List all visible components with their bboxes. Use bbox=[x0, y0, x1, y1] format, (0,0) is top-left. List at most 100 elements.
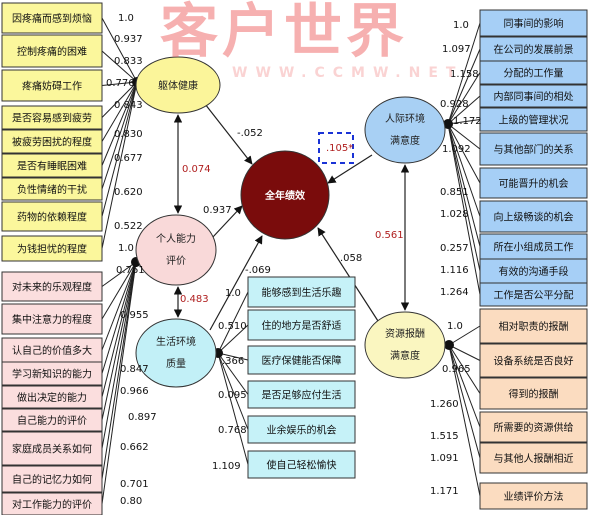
indicator-box bbox=[1, 153, 103, 178]
loading-path bbox=[447, 72, 481, 125]
loading-value: 1.0 bbox=[447, 321, 463, 332]
indicator-label: 疼痛妨碍工作 bbox=[22, 80, 82, 93]
loading-path bbox=[447, 48, 481, 125]
loading-path bbox=[101, 81, 138, 249]
indicator-label: 控制疼痛的困难 bbox=[17, 45, 87, 58]
indicator-box bbox=[1, 492, 103, 515]
loading-path bbox=[101, 261, 137, 287]
latent-label-resource: 资源报酬 bbox=[385, 327, 425, 340]
indicator-box bbox=[479, 233, 588, 260]
loading-value: 1.028 bbox=[440, 209, 469, 220]
loading-path bbox=[101, 261, 137, 374]
indicator-label: 可能晋升的机会 bbox=[499, 177, 569, 190]
indicator-label: 向上级畅谈的机会 bbox=[494, 211, 574, 224]
indicator-box bbox=[247, 380, 356, 409]
indicator-label: 分配的工作量 bbox=[504, 67, 564, 80]
indicator-label: 使自己轻松愉快 bbox=[267, 459, 337, 472]
loading-path bbox=[217, 324, 249, 354]
anchor-node bbox=[443, 119, 453, 129]
loading-path bbox=[448, 344, 481, 428]
loading-value: 1.097 bbox=[442, 44, 471, 55]
indicator-box bbox=[479, 36, 588, 62]
loading-path bbox=[447, 119, 481, 125]
indicator-label: 相对职责的报酬 bbox=[499, 320, 569, 333]
indicator-label: 所需要的资源供给 bbox=[494, 421, 574, 434]
indicator-box bbox=[479, 411, 588, 443]
loading-path bbox=[101, 261, 137, 351]
latent-label-living: 质量 bbox=[166, 358, 186, 370]
indicator-label: 医疗保健能否保障 bbox=[262, 354, 342, 367]
latent-label-resource: 满意度 bbox=[390, 349, 420, 362]
path-coefficient: 0.937 bbox=[203, 205, 232, 216]
latent-living bbox=[135, 318, 217, 388]
loading-value: 0.095 bbox=[218, 390, 247, 401]
path-coefficient: 0.561 bbox=[375, 230, 404, 241]
loading-path bbox=[101, 261, 137, 398]
loading-path bbox=[447, 123, 481, 247]
path-physical-performance bbox=[204, 103, 253, 165]
loading-path bbox=[101, 81, 138, 142]
loading-value: 0.257 bbox=[440, 243, 469, 254]
loading-value: 0.768 bbox=[218, 425, 247, 436]
loading-value: 0.830 bbox=[114, 129, 143, 140]
indicator-box bbox=[247, 450, 356, 479]
indicator-box bbox=[1, 271, 103, 302]
path-ability-performance bbox=[211, 205, 243, 239]
loading-value: .366 bbox=[222, 356, 244, 367]
indicator-box bbox=[479, 9, 588, 37]
latent-label-ability: 评价 bbox=[166, 255, 186, 267]
loading-value: 0.761 bbox=[116, 265, 145, 276]
loading-value: 0.965 bbox=[442, 364, 471, 375]
loading-value: 1.171 bbox=[430, 486, 459, 497]
loading-value: 1.092 bbox=[442, 144, 471, 155]
indicator-label: 工作是否公平分配 bbox=[494, 290, 574, 302]
indicator-box bbox=[479, 282, 588, 307]
indicator-box bbox=[1, 465, 103, 493]
loading-value: 0.701 bbox=[120, 479, 149, 490]
path-coefficient: -.069 bbox=[245, 265, 271, 276]
loading-value: 1.0 bbox=[453, 20, 469, 31]
indicator-box bbox=[479, 200, 588, 233]
latent-resource bbox=[364, 311, 446, 379]
latent-label-ability: 个人能力 bbox=[156, 232, 196, 245]
latent-interpersonal bbox=[364, 96, 446, 164]
indicator-label: 得到的报酬 bbox=[509, 388, 559, 401]
indicator-box bbox=[247, 415, 356, 444]
loading-path bbox=[448, 344, 481, 459]
indicator-label: 做出决定的能力 bbox=[17, 391, 87, 404]
indicator-label: 在公司的发展前景 bbox=[494, 43, 574, 56]
loading-path bbox=[447, 123, 481, 295]
loading-value: 1.0 bbox=[118, 13, 134, 24]
loading-value: 0.847 bbox=[120, 364, 149, 375]
indicator-box bbox=[1, 337, 103, 363]
loading-path bbox=[217, 291, 249, 354]
path-coefficient: 0.483 bbox=[180, 294, 209, 305]
loading-value: 0.620 bbox=[114, 187, 143, 198]
loading-value: 0.851 bbox=[440, 187, 469, 198]
indicator-box bbox=[479, 308, 588, 344]
loading-value: 1.515 bbox=[430, 431, 459, 442]
indicator-label: 药物的依赖程度 bbox=[17, 211, 87, 224]
indicator-box bbox=[1, 201, 103, 232]
indicator-label: 同事间的影响 bbox=[504, 17, 564, 30]
latent-label-physical: 躯体健康 bbox=[158, 79, 198, 92]
loading-path bbox=[447, 123, 481, 217]
loading-value: 1.264 bbox=[440, 287, 469, 298]
indicator-box bbox=[479, 258, 588, 284]
indicator-box bbox=[1, 303, 103, 335]
indicator-box bbox=[247, 276, 356, 308]
indicator-label: 上级的管理状况 bbox=[499, 114, 569, 127]
latent-label-living: 生活环境 bbox=[156, 335, 196, 348]
indicator-box bbox=[479, 84, 588, 108]
loading-value: 1.158 bbox=[450, 69, 479, 80]
loading-path bbox=[101, 81, 138, 217]
indicator-label: 认自己的价值多大 bbox=[12, 344, 92, 357]
indicator-box bbox=[479, 442, 588, 474]
loading-value: 0.843 bbox=[114, 100, 143, 111]
loading-value: 1.109 bbox=[212, 461, 241, 472]
loading-value: 1.172 bbox=[453, 116, 482, 127]
indicator-label: 与其他人报酬相近 bbox=[494, 452, 574, 465]
indicator-label: 是否足够应付生活 bbox=[262, 389, 342, 402]
loading-value: 1.116 bbox=[440, 265, 469, 276]
